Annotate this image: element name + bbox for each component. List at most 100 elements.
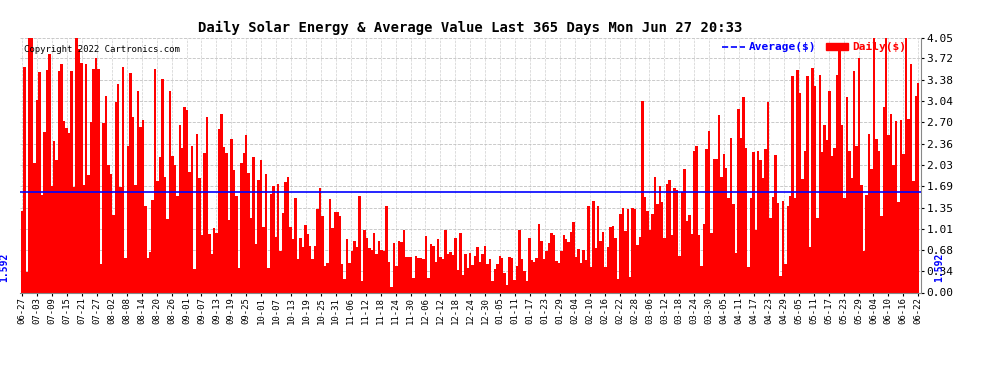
Bar — [65, 128, 67, 292]
Bar — [236, 196, 238, 292]
Bar — [137, 91, 140, 292]
Bar — [140, 127, 142, 292]
Bar — [264, 174, 267, 292]
Bar — [796, 70, 799, 292]
Bar — [575, 256, 577, 292]
Bar — [100, 264, 102, 292]
Bar — [794, 198, 796, 292]
Bar — [624, 231, 627, 292]
Bar — [353, 241, 355, 292]
Bar — [289, 227, 292, 292]
Bar — [511, 258, 514, 292]
Bar — [774, 155, 777, 292]
Bar — [223, 147, 226, 292]
Text: 1.592: 1.592 — [935, 253, 944, 282]
Bar — [676, 190, 678, 292]
Bar — [809, 247, 811, 292]
Bar — [102, 123, 105, 292]
Bar — [233, 170, 236, 292]
Bar — [360, 281, 363, 292]
Bar — [528, 238, 531, 292]
Bar — [555, 261, 557, 292]
Bar — [895, 121, 897, 292]
Bar — [567, 242, 570, 292]
Bar — [173, 165, 176, 292]
Bar — [471, 266, 474, 292]
Bar — [67, 133, 70, 292]
Bar — [565, 239, 567, 292]
Bar — [622, 209, 624, 292]
Bar — [309, 246, 312, 292]
Bar — [385, 206, 388, 292]
Bar — [107, 165, 110, 292]
Bar — [425, 237, 427, 292]
Bar — [917, 83, 920, 292]
Bar — [580, 263, 582, 292]
Bar — [469, 253, 471, 292]
Bar — [541, 241, 543, 292]
Bar — [24, 66, 26, 292]
Bar — [218, 129, 221, 292]
Bar — [749, 198, 752, 292]
Bar — [269, 194, 272, 292]
Bar — [801, 179, 804, 292]
Bar — [742, 96, 744, 292]
Bar — [358, 196, 360, 292]
Bar — [521, 259, 523, 292]
Bar — [572, 222, 575, 292]
Bar — [365, 238, 368, 292]
Bar — [834, 148, 836, 292]
Bar — [587, 206, 590, 292]
Bar — [130, 73, 132, 292]
Bar — [735, 252, 738, 292]
Bar — [60, 64, 63, 292]
Bar — [533, 262, 536, 292]
Bar — [592, 201, 595, 292]
Bar — [806, 76, 809, 292]
Bar — [188, 172, 191, 292]
Bar — [885, 38, 887, 292]
Bar — [456, 270, 459, 292]
Bar — [831, 156, 834, 292]
Bar — [887, 135, 890, 292]
Bar — [231, 139, 233, 292]
Bar — [489, 260, 491, 292]
Bar — [226, 153, 228, 292]
Bar — [277, 184, 279, 292]
Bar — [29, 38, 31, 292]
Bar — [206, 117, 208, 292]
Bar — [693, 151, 695, 292]
Bar — [666, 184, 668, 292]
Bar — [319, 188, 322, 292]
Bar — [449, 252, 451, 292]
Bar — [297, 259, 299, 292]
Bar — [877, 151, 880, 292]
Bar — [166, 219, 168, 292]
Bar — [432, 246, 435, 292]
Bar — [486, 264, 489, 292]
Bar — [423, 259, 425, 292]
Text: 1.592: 1.592 — [0, 253, 9, 282]
Bar — [786, 206, 789, 292]
Bar — [597, 206, 600, 292]
Bar — [336, 212, 339, 292]
Bar — [499, 256, 501, 292]
Bar — [617, 279, 619, 292]
Bar — [132, 117, 135, 292]
Bar — [344, 279, 346, 292]
Bar — [725, 168, 728, 292]
Bar — [115, 102, 117, 292]
Bar — [171, 156, 173, 292]
Bar — [634, 209, 637, 292]
Bar — [395, 266, 398, 292]
Bar — [317, 209, 319, 292]
Bar — [446, 254, 449, 292]
Bar — [348, 263, 350, 292]
Bar — [536, 258, 538, 292]
Bar — [752, 152, 754, 292]
Bar — [614, 238, 617, 292]
Bar — [393, 243, 395, 292]
Bar — [609, 227, 612, 292]
Bar — [720, 177, 723, 292]
Bar — [58, 70, 60, 292]
